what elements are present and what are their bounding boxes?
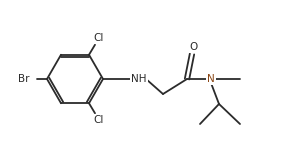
Text: Cl: Cl: [94, 115, 104, 125]
Text: Cl: Cl: [94, 33, 104, 43]
Text: NH: NH: [131, 74, 147, 84]
Text: N: N: [207, 74, 215, 84]
Text: O: O: [190, 42, 198, 52]
Text: Br: Br: [18, 74, 29, 84]
